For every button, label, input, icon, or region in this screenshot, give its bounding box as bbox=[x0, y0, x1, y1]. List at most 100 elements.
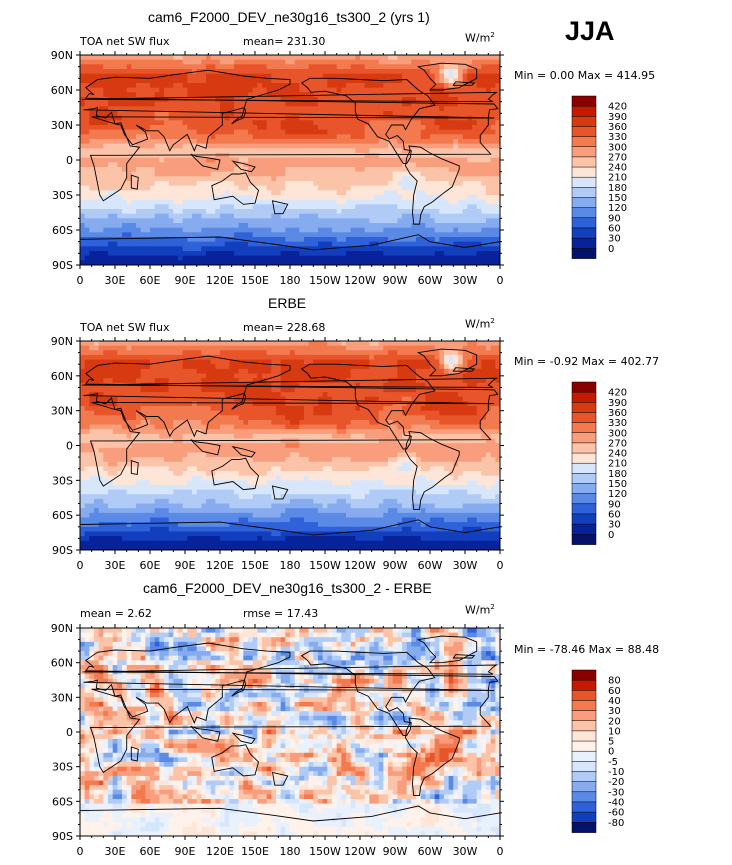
lon-tick-label: 60W bbox=[418, 845, 443, 858]
colorbar-label: -10 bbox=[608, 767, 624, 778]
panel-2-units: W/m2 bbox=[465, 317, 495, 331]
colorbar-label: 240 bbox=[608, 163, 627, 174]
lat-tick-label: 30S bbox=[52, 474, 73, 487]
lon-tick-label: 150E bbox=[241, 559, 269, 572]
colorbar-label: 210 bbox=[608, 459, 627, 470]
colorbar-label: 60 bbox=[608, 509, 621, 520]
colorbar-swatch bbox=[571, 710, 597, 722]
lon-tick-label: 90W bbox=[383, 845, 408, 858]
colorbar-label: 60 bbox=[608, 686, 621, 697]
panel-3-minmax: Min = -78.46 Max = 88.48 bbox=[514, 643, 660, 656]
colorbar-label: -30 bbox=[608, 787, 624, 798]
lon-tick-label: 0 bbox=[77, 559, 84, 572]
lon-tick-label: 30W bbox=[453, 559, 478, 572]
colorbar-label: 390 bbox=[608, 112, 627, 123]
colorbar-label: 0 bbox=[608, 747, 614, 758]
lat-tick-label: 30N bbox=[51, 691, 73, 704]
lon-tick-label: 120E bbox=[206, 845, 234, 858]
colorbar-swatch bbox=[571, 720, 597, 732]
colorbar-label: 150 bbox=[608, 193, 627, 204]
colorbar-label: 360 bbox=[608, 122, 627, 133]
colorbar-label: 180 bbox=[608, 469, 627, 480]
lon-tick-label: 180 bbox=[280, 274, 301, 287]
lon-tick-label: 90W bbox=[383, 274, 408, 287]
colorbar-label: -20 bbox=[608, 777, 624, 788]
lon-tick-label: 90E bbox=[175, 274, 196, 287]
coastlines bbox=[79, 348, 501, 551]
lat-tick-label: 0 bbox=[66, 726, 73, 739]
axis-ticks bbox=[76, 624, 504, 840]
field-cells bbox=[80, 628, 501, 837]
lat-tick-label: 60N bbox=[51, 84, 73, 97]
colorbar-label: 360 bbox=[608, 408, 627, 419]
colorbar-label: 20 bbox=[608, 716, 621, 727]
colorbar-label: 180 bbox=[608, 183, 627, 194]
lat-tick-label: 60S bbox=[52, 509, 73, 522]
colorbar-swatch bbox=[571, 679, 597, 691]
colorbar-label: -5 bbox=[608, 757, 618, 768]
colorbar-label: 390 bbox=[608, 398, 627, 409]
lon-tick-label: 0 bbox=[77, 845, 84, 858]
colorbar-label: -80 bbox=[608, 818, 624, 829]
colorbar-swatch bbox=[571, 771, 597, 783]
colorbar-label: 90 bbox=[608, 499, 621, 510]
lon-tick-label: 120W bbox=[344, 845, 376, 858]
lon-tick-label: 0 bbox=[77, 274, 84, 287]
lat-tick-label: 30S bbox=[52, 761, 73, 774]
colorbar-label: -40 bbox=[608, 797, 624, 808]
panel-2-left-label: TOA net SW flux bbox=[80, 321, 170, 334]
lat-tick-label: 30N bbox=[51, 405, 73, 418]
colorbar-label: 30 bbox=[608, 234, 621, 245]
lon-tick-label: 90W bbox=[383, 559, 408, 572]
lon-tick-label: 120W bbox=[344, 559, 376, 572]
lon-tick-label: 60E bbox=[140, 274, 161, 287]
colorbar-label: 0 bbox=[608, 244, 614, 255]
colorbar-swatch bbox=[571, 750, 597, 762]
lat-tick-label: 90N bbox=[51, 622, 73, 635]
lon-tick-label: 150E bbox=[241, 845, 269, 858]
panel-2-minmax: Min = -0.92 Max = 402.77 bbox=[514, 355, 660, 368]
colorbar-swatch bbox=[571, 801, 597, 813]
colorbar-swatch bbox=[571, 248, 597, 259]
colorbar-label: 210 bbox=[608, 173, 627, 184]
lon-tick-label: 120E bbox=[206, 559, 234, 572]
lon-tick-label: 150W bbox=[309, 559, 341, 572]
lon-tick-label: 0 bbox=[497, 274, 504, 287]
lon-tick-label: 0 bbox=[497, 559, 504, 572]
colorbar-label: 80 bbox=[608, 676, 621, 687]
colorbar-swatch bbox=[571, 534, 597, 545]
panel-1-minmax: Min = 0.00 Max = 414.95 bbox=[514, 69, 656, 82]
lon-tick-label: 60W bbox=[418, 559, 443, 572]
axis-ticks bbox=[76, 51, 504, 269]
lon-tick-label: 150W bbox=[309, 845, 341, 858]
colorbar-swatch bbox=[571, 700, 597, 712]
lat-tick-label: 90S bbox=[52, 259, 73, 272]
colorbar-label: 330 bbox=[608, 132, 627, 143]
lat-tick-label: 60S bbox=[52, 795, 73, 808]
colorbar-swatch bbox=[571, 740, 597, 752]
colorbar-swatch bbox=[571, 822, 597, 833]
lon-tick-label: 60E bbox=[140, 845, 161, 858]
panel-1-map: 90N 60N 30N 0 30S 60S 90S 0 30E 60E 90E 120E 150E 180… bbox=[51, 49, 504, 287]
panel-2-title: ERBE bbox=[268, 295, 307, 311]
lon-tick-label: 150E bbox=[241, 274, 269, 287]
lon-tick-label: 60W bbox=[418, 274, 443, 287]
lon-tick-label: 30E bbox=[105, 845, 126, 858]
lat-tick-label: 60N bbox=[51, 370, 73, 383]
panel-1-units: W/m2 bbox=[465, 31, 495, 45]
axis-ticks bbox=[76, 337, 504, 554]
panel-2-mean-label: mean= 228.68 bbox=[243, 321, 326, 334]
colorbar-label: 120 bbox=[608, 203, 627, 214]
colorbar-label: 270 bbox=[608, 438, 627, 449]
colorbar-label: 90 bbox=[608, 213, 621, 224]
colorbar-swatch bbox=[571, 730, 597, 742]
colorbar-label: 270 bbox=[608, 152, 627, 163]
lat-tick-label: 30N bbox=[51, 119, 73, 132]
lat-tick-label: 0 bbox=[66, 154, 73, 167]
coastlines bbox=[79, 62, 501, 266]
lon-tick-label: 180 bbox=[280, 845, 301, 858]
colorbar-label: 40 bbox=[608, 696, 621, 707]
